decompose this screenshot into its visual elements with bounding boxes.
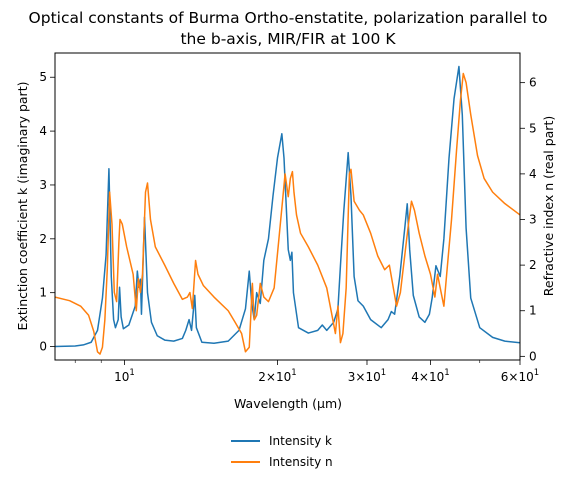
x-tick-label: 101 xyxy=(114,368,135,384)
y-left-tick-label: 1 xyxy=(39,286,47,300)
y-right-tick-label: 3 xyxy=(529,213,537,227)
y-axis-right-ticks: 0 1 2 3 4 5 6 xyxy=(520,76,537,363)
plot-frame xyxy=(54,52,521,361)
y-right-tick-label: 1 xyxy=(529,304,537,318)
chart-title: Optical constants of Burma Ortho-enstati… xyxy=(29,9,548,48)
series-line-n xyxy=(55,72,520,355)
legend-label-n: Intensity n xyxy=(269,455,333,469)
x-axis-label: Wavelength (μm) xyxy=(234,396,342,411)
x-tick-label: 2×101 xyxy=(258,368,296,384)
y-right-tick-label: 2 xyxy=(529,258,537,272)
x-tick-label: 3×101 xyxy=(348,368,386,384)
y-left-tick-label: 5 xyxy=(39,70,47,84)
x-tick-label: 6×101 xyxy=(501,368,539,384)
y-right-tick-label: 0 xyxy=(529,349,537,363)
y-axis-right-label: Refractive index n (real part) xyxy=(541,116,556,296)
y-axis-left-ticks: 0 1 2 3 4 5 xyxy=(39,70,55,354)
x-axis-ticks: 101 2×101 3×101 4×101 6×101 xyxy=(74,360,539,384)
y-right-tick-label: 5 xyxy=(529,121,537,135)
chart-title-line-2: the b-axis, MIR/FIR at 100 K xyxy=(180,30,396,48)
y-left-tick-label: 4 xyxy=(39,124,47,138)
y-right-tick-label: 6 xyxy=(529,76,537,90)
legend: Intensity k Intensity n xyxy=(231,434,333,469)
y-left-tick-label: 3 xyxy=(39,178,47,192)
y-left-tick-label: 0 xyxy=(39,340,47,354)
y-axis-left-label: Extinction coefficient k (imaginary part… xyxy=(15,82,30,331)
legend-label-k: Intensity k xyxy=(269,434,332,448)
chart-title-line-1: Optical constants of Burma Ortho-enstati… xyxy=(29,9,548,27)
x-tick-label: 4×101 xyxy=(411,368,449,384)
series-line-k xyxy=(55,65,520,348)
y-left-tick-label: 2 xyxy=(39,232,47,246)
y-right-tick-label: 4 xyxy=(529,167,537,181)
series-layer xyxy=(55,65,520,355)
